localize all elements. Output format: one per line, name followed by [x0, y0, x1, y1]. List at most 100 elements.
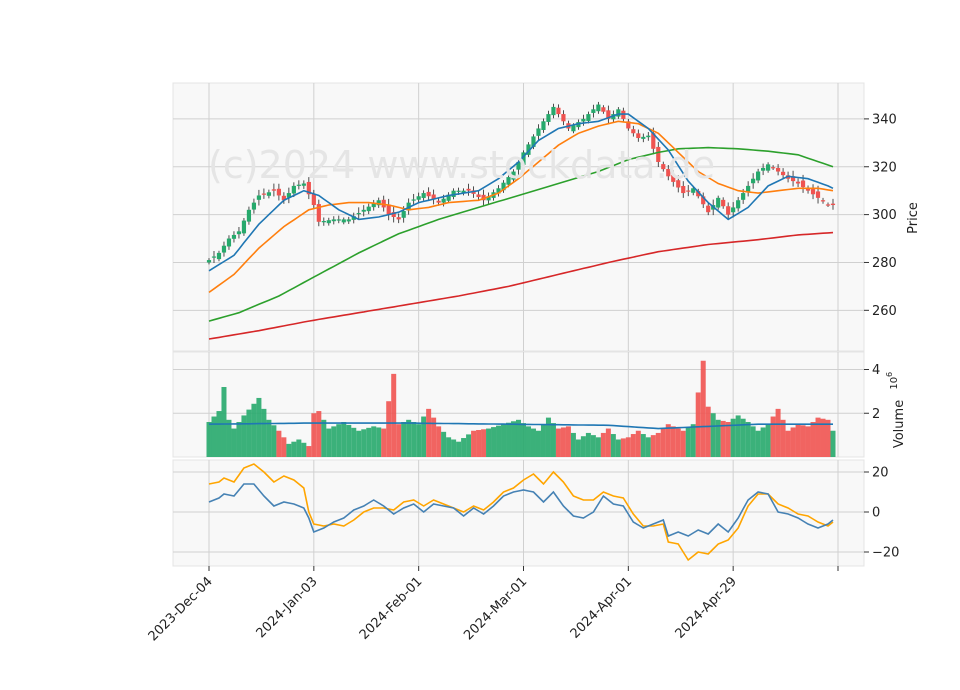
- candle-11: [261, 188, 267, 199]
- candle-22: [316, 199, 321, 227]
- volume-bar-9: [251, 403, 257, 457]
- candle-41: [411, 193, 416, 206]
- volume-bar-28: [346, 424, 352, 457]
- candle-body-8: [246, 209, 252, 222]
- candle-body-75: [581, 118, 586, 122]
- volume-bar-43: [421, 416, 427, 457]
- candle-106: [736, 197, 741, 212]
- candle-body-105: [731, 207, 736, 213]
- candle-body-74: [576, 122, 581, 128]
- volume-bar-121: [810, 422, 816, 457]
- candle-12: [266, 189, 272, 199]
- candle-85: [631, 125, 636, 137]
- candle-body-55: [481, 194, 486, 201]
- candle-body-99: [701, 196, 706, 205]
- volume-bar-125: [830, 430, 836, 457]
- volume-bar-52: [466, 434, 472, 457]
- volume-bar-45: [431, 417, 437, 457]
- candle-102: [716, 195, 721, 210]
- moving-average-ma-blue: [208, 113, 834, 272]
- candle-body-62: [516, 161, 521, 170]
- candle-86: [636, 129, 641, 142]
- candle-111: [761, 163, 766, 176]
- candle-body-117: [790, 176, 796, 182]
- macd-panel: −20 0 20: [172, 459, 899, 567]
- candle-body-78: [596, 104, 601, 112]
- candle-body-76: [586, 114, 591, 121]
- volume-bar-64: [525, 426, 531, 457]
- candle-body-67: [541, 121, 546, 131]
- volume-bar-76: [585, 432, 591, 457]
- candle-body-71: [561, 114, 566, 122]
- candle-body-80: [606, 110, 611, 119]
- candle-body-10: [256, 195, 262, 200]
- candle-112: [766, 162, 771, 173]
- x-tick-label-4: 2024-Apr-01: [568, 574, 635, 641]
- volume-bar-85: [630, 434, 636, 457]
- moving-average-ma-orange: [208, 120, 834, 294]
- volume-bar-101: [710, 413, 716, 457]
- candle-body-89: [651, 133, 656, 149]
- volume-bar-36: [386, 401, 392, 457]
- volume-bar-47: [441, 431, 447, 457]
- volume-bar-80: [605, 428, 611, 457]
- candle-37: [391, 206, 396, 223]
- volume-bar-87: [640, 434, 646, 457]
- candle-82: [616, 107, 621, 119]
- volume-bar-78: [595, 437, 601, 457]
- candle-body-23: [321, 220, 326, 223]
- candle-87: [641, 133, 646, 143]
- candle-body-24: [326, 220, 331, 224]
- candle-body-66: [536, 128, 541, 136]
- candle-body-30: [356, 213, 361, 215]
- candle-0: [206, 258, 212, 265]
- volume-bar-46: [436, 426, 442, 457]
- candle-body-103: [721, 199, 726, 207]
- candle-61: [511, 169, 516, 182]
- volume-bar-39: [401, 422, 407, 457]
- moving-average-ma-green: [208, 146, 834, 322]
- volume-bar-19: [301, 442, 307, 457]
- volume-bar-104: [725, 422, 731, 457]
- candle-body-26: [336, 219, 341, 221]
- candle-103: [721, 197, 726, 209]
- candle-84: [626, 119, 631, 131]
- candle-body-33: [371, 203, 376, 208]
- volume-bar-14: [276, 430, 282, 457]
- candle-120: [805, 185, 811, 194]
- volume-bar-37: [391, 373, 397, 457]
- macd-signal-line: [208, 463, 834, 562]
- candle-body-64: [526, 144, 531, 155]
- volume-bar-44: [426, 408, 432, 457]
- volume-bar-74: [575, 439, 581, 457]
- volume-bar-110: [755, 430, 761, 457]
- candle-body-110: [756, 171, 761, 181]
- volume-bar-99: [700, 360, 706, 457]
- candle-124: [825, 202, 831, 207]
- candle-body-6: [236, 231, 242, 235]
- candle-body-77: [591, 109, 596, 113]
- volume-panel: 24: [172, 351, 880, 458]
- candle-body-44: [426, 191, 431, 197]
- candle-25: [331, 216, 336, 225]
- volume-bar-68: [545, 417, 551, 457]
- volume-bar-93: [670, 426, 676, 457]
- candle-body-98: [696, 190, 701, 197]
- volume-bar-25: [331, 426, 337, 457]
- volume-axis-label-text: Volume: [892, 400, 907, 448]
- candle-17: [291, 182, 296, 198]
- candle-body-16: [286, 193, 291, 198]
- candle-15: [281, 192, 286, 204]
- candle-body-114: [775, 167, 781, 172]
- candle-93: [671, 170, 676, 187]
- candle-28: [346, 216, 351, 224]
- candle-110: [756, 168, 761, 184]
- candle-body-5: [231, 234, 237, 239]
- volume-bar-103: [720, 420, 726, 457]
- volume-bar-50: [456, 441, 462, 457]
- volume-bar-92: [665, 424, 671, 457]
- candle-body-56: [486, 196, 491, 201]
- candle-121: [810, 184, 816, 200]
- volume-bar-119: [800, 425, 806, 457]
- candle-body-34: [376, 200, 381, 206]
